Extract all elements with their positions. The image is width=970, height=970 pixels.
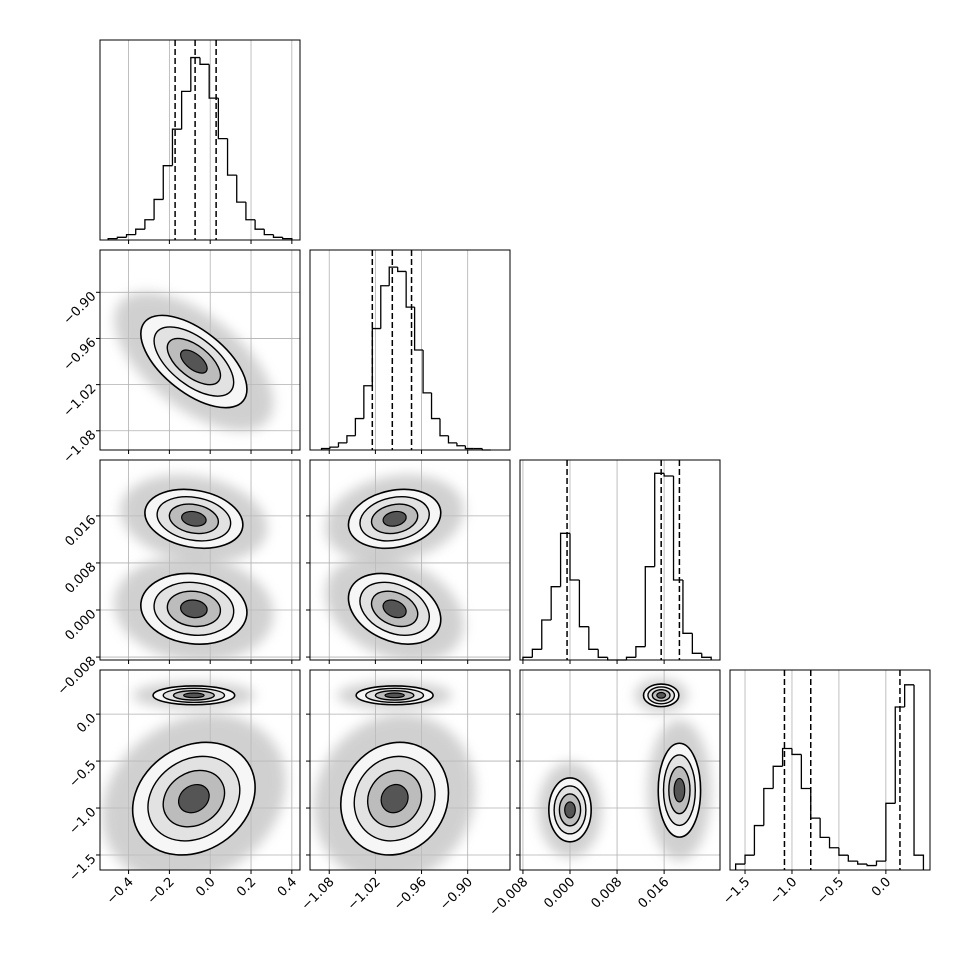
histogram-bin xyxy=(388,266,398,286)
histogram-bin xyxy=(282,237,293,240)
histogram-bin xyxy=(162,165,173,200)
histogram-bin xyxy=(217,98,228,140)
contour xyxy=(380,783,409,814)
histogram-bin xyxy=(644,566,655,647)
panel-frame xyxy=(99,39,301,241)
histogram-bin xyxy=(135,228,145,235)
histogram-bin xyxy=(180,90,191,130)
histogram-bin xyxy=(125,233,136,238)
histogram-bin xyxy=(522,656,533,660)
histogram-bin xyxy=(272,234,283,238)
density-panel xyxy=(325,474,464,660)
histogram-bin xyxy=(569,533,580,581)
histogram-bin xyxy=(245,202,256,221)
histogram-bin xyxy=(772,765,783,789)
histogram-bin xyxy=(144,219,155,230)
histogram-bin xyxy=(430,392,440,420)
histogram-bin xyxy=(171,128,182,166)
contour xyxy=(382,510,407,527)
histogram-bin xyxy=(744,854,755,865)
histogram-bin xyxy=(691,633,702,654)
histogram-bin xyxy=(190,56,200,92)
contour xyxy=(656,691,667,699)
histogram-bin xyxy=(819,818,830,839)
histogram-bin xyxy=(422,350,432,394)
histogram-bin xyxy=(439,418,449,437)
histogram-bin xyxy=(866,864,877,867)
histogram-bin xyxy=(413,307,424,351)
histogram-bin xyxy=(337,442,347,448)
histogram-bin xyxy=(447,435,457,444)
contour xyxy=(177,783,210,814)
histogram-bin xyxy=(857,861,868,865)
histogram-bin xyxy=(828,837,839,849)
histogram-bin xyxy=(894,706,905,804)
contour xyxy=(384,692,405,699)
density-panel xyxy=(102,681,286,870)
histogram-bin xyxy=(885,802,896,862)
histogram-bin xyxy=(254,219,265,230)
histogram-bin xyxy=(456,442,466,447)
contour xyxy=(183,692,205,699)
histogram-bin xyxy=(903,684,915,708)
panel-frame xyxy=(309,459,511,661)
histogram-bin xyxy=(635,646,646,658)
histogram-bin xyxy=(236,175,246,203)
density-panel xyxy=(313,681,476,870)
histogram-bin xyxy=(625,656,636,660)
histogram-bin xyxy=(363,385,373,419)
panel-frame xyxy=(729,669,931,871)
histogram-bin xyxy=(734,863,746,870)
density-panel xyxy=(114,292,274,431)
histogram-bin xyxy=(578,580,589,628)
histogram-bin xyxy=(550,586,561,620)
panel-frame xyxy=(309,669,511,871)
histogram-bin xyxy=(701,653,712,660)
histogram-bin xyxy=(838,847,849,856)
contour xyxy=(180,349,208,374)
histogram-bin xyxy=(753,824,764,856)
contour xyxy=(382,599,407,619)
histogram-bin xyxy=(875,860,886,866)
histogram-bin xyxy=(464,445,474,450)
histogram-bin xyxy=(791,748,802,756)
histogram-bin xyxy=(153,198,164,220)
density-panel xyxy=(114,474,274,660)
histogram-bin xyxy=(847,855,858,862)
histogram-bin xyxy=(380,285,390,329)
density-panel xyxy=(538,678,712,861)
histogram-bin xyxy=(781,747,792,767)
contour xyxy=(181,510,207,527)
histogram-bin xyxy=(346,435,356,443)
panel-frame xyxy=(99,459,301,661)
histogram-bin xyxy=(371,327,381,386)
histogram-bin xyxy=(263,229,274,236)
panel-frame xyxy=(519,459,721,661)
histogram-bin xyxy=(208,64,219,99)
panel-frame xyxy=(99,249,301,451)
histogram-bin xyxy=(763,787,774,826)
histogram-bin xyxy=(682,580,693,634)
histogram-bin xyxy=(397,267,407,273)
histogram-bin xyxy=(800,754,811,790)
histogram-bin xyxy=(541,619,552,650)
panel-frame xyxy=(519,669,721,871)
panel-frame xyxy=(99,669,301,871)
histogram-bin xyxy=(116,236,127,239)
histogram-bin xyxy=(226,138,237,176)
histogram-bin xyxy=(329,446,339,449)
histogram-bin xyxy=(354,417,364,436)
histogram-bin xyxy=(199,57,210,65)
contour xyxy=(564,801,576,819)
histogram-bin xyxy=(531,648,542,658)
histogram-bin xyxy=(588,626,599,650)
histogram-bin xyxy=(913,684,925,870)
histogram-bin xyxy=(597,649,608,658)
contour xyxy=(180,599,208,619)
panel-frame xyxy=(309,249,511,451)
histogram-bin xyxy=(663,473,674,477)
contour xyxy=(673,777,686,803)
